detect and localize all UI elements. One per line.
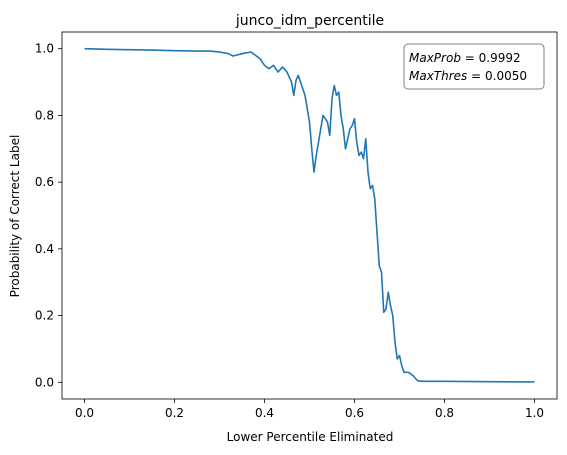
y-axis-label: Probability of Correct Label: [8, 135, 22, 298]
x-tick-label: 0.4: [255, 406, 274, 420]
plot-area: [61, 31, 558, 400]
annotation-maxprob-value: = 0.9992: [461, 51, 521, 65]
y-tick-label: 0.6: [35, 175, 54, 189]
y-tick-label: 0.4: [35, 242, 54, 256]
x-axis-label: Lower Percentile Eliminated: [227, 430, 394, 444]
series-line: [84, 47, 535, 383]
x-tick-label: 1.0: [525, 406, 544, 420]
annotation-maxthres-value: = 0.0050: [467, 69, 527, 83]
y-tick-label: 0.2: [35, 309, 54, 323]
annotation-maxthres-name: MaxThres: [409, 69, 467, 83]
annotation-maxprob-name: MaxProb: [409, 51, 461, 65]
x-tick-label: 0.8: [435, 406, 454, 420]
annotation-line-1: MaxProb = 0.9992: [409, 51, 521, 65]
x-axis: 0.0 0.2 0.4 0.6 0.8 1.0: [75, 399, 544, 420]
y-tick-label: 1.0: [35, 42, 54, 56]
annotation-box: [403, 43, 545, 90]
x-tick-label: 0.0: [75, 406, 94, 420]
annotation-line-2: MaxThres = 0.0050: [409, 69, 527, 83]
y-tick-label: 0.0: [35, 375, 54, 389]
y-axis: 0.0 0.2 0.4 0.6 0.8 1.0: [35, 42, 62, 389]
x-tick-label: 0.6: [345, 406, 364, 420]
x-tick-label: 0.2: [165, 406, 184, 420]
chart-title: junco_idm_percentile: [235, 13, 384, 29]
stats-annotation: MaxProb = 0.9992 MaxThres = 0.0050: [403, 43, 545, 90]
y-tick-label: 0.8: [35, 108, 54, 122]
